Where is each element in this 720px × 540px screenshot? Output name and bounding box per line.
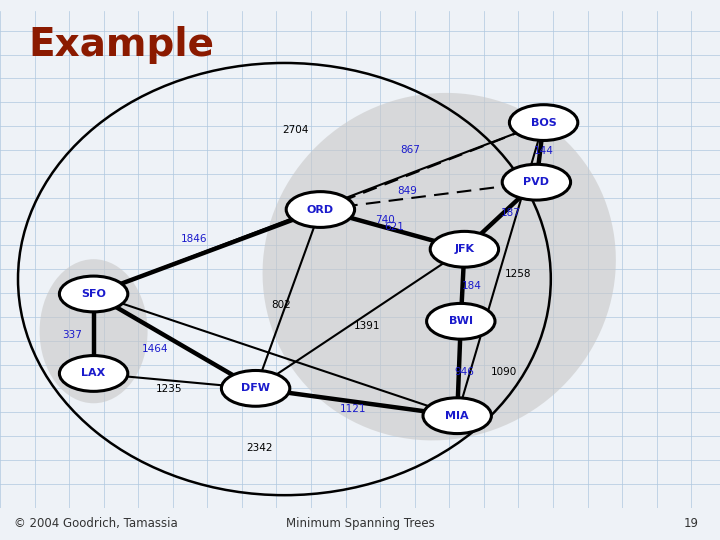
Ellipse shape: [426, 303, 495, 339]
Text: BWI: BWI: [449, 316, 473, 326]
Text: PVD: PVD: [523, 177, 549, 187]
Text: JFK: JFK: [454, 244, 474, 254]
Ellipse shape: [510, 105, 578, 140]
Text: ORD: ORD: [307, 205, 334, 214]
Ellipse shape: [60, 355, 128, 391]
Ellipse shape: [423, 398, 492, 434]
Text: 2342: 2342: [246, 443, 272, 453]
Text: 2704: 2704: [282, 125, 308, 135]
Text: © 2004 Goodrich, Tamassia: © 2004 Goodrich, Tamassia: [14, 517, 178, 530]
Text: 802: 802: [271, 300, 291, 310]
Text: 144: 144: [534, 146, 554, 156]
Text: 621: 621: [384, 222, 405, 232]
Text: 1121: 1121: [340, 404, 366, 414]
Text: 337: 337: [62, 330, 82, 340]
Text: 1391: 1391: [354, 321, 380, 331]
Text: Example: Example: [29, 26, 215, 64]
Ellipse shape: [222, 370, 289, 406]
Text: 187: 187: [501, 208, 521, 219]
Text: 1235: 1235: [156, 384, 182, 394]
Text: DFW: DFW: [241, 383, 270, 393]
Text: MIA: MIA: [446, 411, 469, 421]
Ellipse shape: [287, 192, 354, 227]
Text: 1258: 1258: [505, 269, 531, 279]
Text: 1846: 1846: [181, 234, 207, 244]
Text: SFO: SFO: [81, 289, 106, 299]
Text: 184: 184: [462, 281, 482, 291]
Text: 867: 867: [400, 145, 420, 155]
Ellipse shape: [503, 164, 571, 200]
Text: LAX: LAX: [81, 368, 106, 379]
Text: 740: 740: [375, 215, 395, 225]
Text: BOS: BOS: [531, 118, 557, 127]
Text: Minimum Spanning Trees: Minimum Spanning Trees: [286, 517, 434, 530]
Text: 1090: 1090: [491, 367, 517, 377]
Text: 1464: 1464: [142, 343, 168, 354]
Ellipse shape: [431, 231, 498, 267]
Text: 19: 19: [683, 517, 698, 530]
Ellipse shape: [40, 259, 148, 403]
Text: 849: 849: [397, 186, 417, 195]
Ellipse shape: [263, 93, 616, 441]
Ellipse shape: [60, 276, 128, 312]
Text: 946: 946: [454, 367, 474, 377]
